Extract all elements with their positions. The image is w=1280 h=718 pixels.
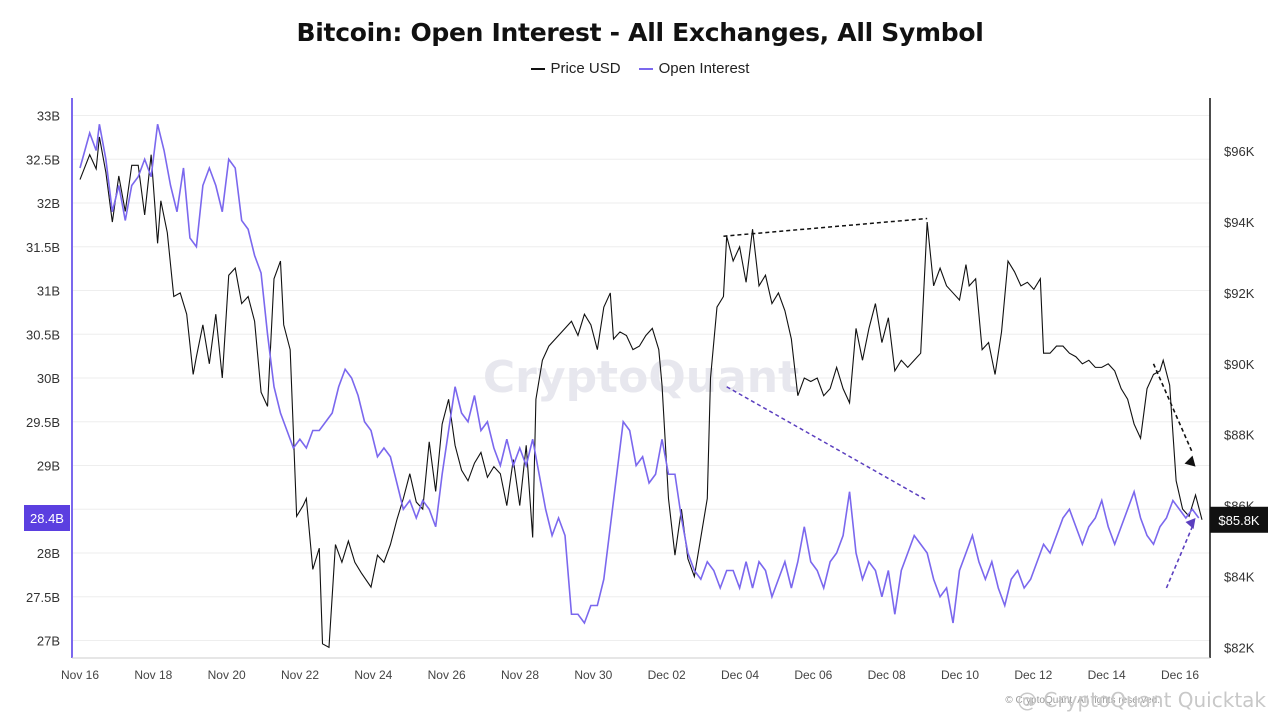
price-arrow-head [1184, 455, 1196, 467]
legend-swatch-oi [638, 67, 653, 70]
x-tick-label: Dec 06 [794, 668, 832, 682]
left-tick-label: 29.5B [26, 415, 60, 430]
oi-arrow-head [1185, 518, 1196, 529]
left-tick-label: 32B [37, 196, 60, 211]
right-tick-label: $90K [1224, 357, 1255, 372]
legend-swatch-price [530, 67, 545, 70]
oi-up-arrow [1165, 526, 1194, 589]
x-tick-label: Dec 04 [721, 668, 759, 682]
oi-trend-line [726, 386, 928, 502]
right-tick-label: $88K [1224, 428, 1255, 443]
right-tick-label: $84K [1224, 569, 1255, 584]
right-tick-label: $92K [1224, 286, 1255, 301]
left-current-label: 28.4B [30, 511, 64, 526]
left-tick-label: 30B [37, 371, 60, 386]
x-tick-label: Dec 08 [868, 668, 906, 682]
chart-legend: Price USD Open Interest [0, 60, 1280, 77]
watermark-text: CryptoQuant [483, 352, 799, 403]
x-tick-label: Nov 20 [208, 668, 246, 682]
x-tick-label: Nov 16 [61, 668, 99, 682]
right-current-label: $85.8K [1218, 513, 1260, 528]
right-current-badge [1210, 506, 1268, 533]
x-tick-label: Nov 28 [501, 668, 539, 682]
x-tick-label: Dec 14 [1088, 668, 1126, 682]
left-tick-label: 27.5B [26, 590, 60, 605]
x-tick-label: Nov 26 [428, 668, 466, 682]
x-tick-label: Dec 10 [941, 668, 979, 682]
left-tick-label: 28B [37, 546, 60, 561]
left-tick-label: 32.5B [26, 152, 60, 167]
chart-title: Bitcoin: Open Interest - All Exchanges, … [296, 18, 984, 47]
x-tick-label: Nov 30 [574, 668, 612, 682]
price-trend-line [723, 217, 928, 237]
x-tick-label: Nov 22 [281, 668, 319, 682]
footer-logo-text: @ CryptoQuant Quicktak [1017, 688, 1266, 712]
left-tick-label: 31B [37, 284, 60, 299]
x-tick-label: Nov 24 [354, 668, 392, 682]
price-down-arrow [1152, 363, 1194, 453]
legend-item-price[interactable]: Price USD [530, 60, 621, 77]
left-tick-label: 27B [37, 634, 60, 649]
left-current-badge [24, 505, 70, 531]
legend-item-oi[interactable]: Open Interest [638, 60, 750, 77]
rights-text: © CryptoQuant. All rights reserved. [1005, 695, 1160, 706]
x-tick-label: Dec 02 [648, 668, 686, 682]
left-tick-label: 29B [37, 459, 60, 474]
series-line-open-interest [79, 124, 1200, 625]
left-tick-label: 31.5B [26, 240, 60, 255]
x-tick-label: Dec 16 [1161, 668, 1199, 682]
legend-label-price: Price USD [550, 60, 621, 77]
right-tick-label: $96K [1224, 144, 1255, 159]
left-tick-label: 33B [37, 109, 60, 124]
series-line-price [79, 136, 1203, 649]
x-tick-label: Nov 18 [134, 668, 172, 682]
right-tick-label: $94K [1224, 215, 1255, 230]
x-tick-label: Dec 12 [1014, 668, 1052, 682]
right-tick-label: $82K [1224, 640, 1255, 655]
left-tick-label: 30.5B [26, 327, 60, 342]
legend-label-oi: Open Interest [658, 60, 750, 77]
